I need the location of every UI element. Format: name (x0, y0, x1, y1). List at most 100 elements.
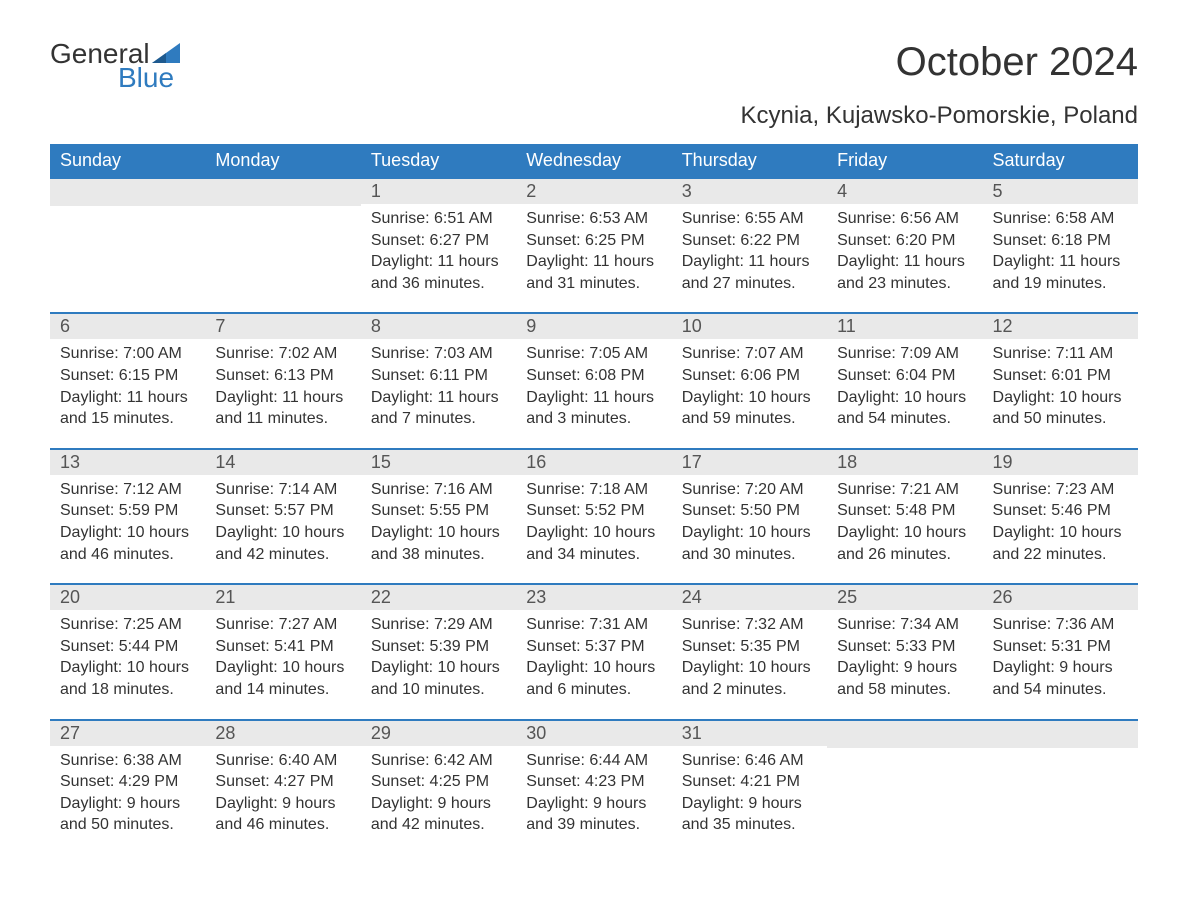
day-sunrise: Sunrise: 6:42 AM (371, 750, 506, 772)
day-daylight1: Daylight: 9 hours (526, 793, 661, 815)
day-number: 22 (361, 585, 516, 610)
day-info: Sunrise: 6:58 AMSunset: 6:18 PMDaylight:… (983, 204, 1138, 294)
day-info: Sunrise: 7:14 AMSunset: 5:57 PMDaylight:… (205, 475, 360, 565)
day-sunrise: Sunrise: 6:56 AM (837, 208, 972, 230)
day-daylight1: Daylight: 10 hours (837, 387, 972, 409)
day-info: Sunrise: 7:21 AMSunset: 5:48 PMDaylight:… (827, 475, 982, 565)
day-info: Sunrise: 7:07 AMSunset: 6:06 PMDaylight:… (672, 339, 827, 429)
day-daylight1: Daylight: 10 hours (215, 657, 350, 679)
day-number: 10 (672, 314, 827, 339)
day-daylight1: Daylight: 10 hours (993, 387, 1128, 409)
day-daylight2: and 3 minutes. (526, 408, 661, 430)
day-sunset: Sunset: 5:57 PM (215, 500, 350, 522)
day-daylight2: and 30 minutes. (682, 544, 817, 566)
calendar-day-cell: 31Sunrise: 6:46 AMSunset: 4:21 PMDayligh… (672, 720, 827, 854)
day-sunrise: Sunrise: 7:23 AM (993, 479, 1128, 501)
calendar-day-cell: 3Sunrise: 6:55 AMSunset: 6:22 PMDaylight… (672, 178, 827, 313)
calendar-day-cell: 2Sunrise: 6:53 AMSunset: 6:25 PMDaylight… (516, 178, 671, 313)
day-sunrise: Sunrise: 7:14 AM (215, 479, 350, 501)
calendar-day-cell: 27Sunrise: 6:38 AMSunset: 4:29 PMDayligh… (50, 720, 205, 854)
day-number: 13 (50, 450, 205, 475)
day-info: Sunrise: 6:44 AMSunset: 4:23 PMDaylight:… (516, 746, 671, 836)
day-number: 30 (516, 721, 671, 746)
day-sunset: Sunset: 6:27 PM (371, 230, 506, 252)
calendar-table: Sunday Monday Tuesday Wednesday Thursday… (50, 144, 1138, 854)
day-info: Sunrise: 7:32 AMSunset: 5:35 PMDaylight:… (672, 610, 827, 700)
weekday-header-row: Sunday Monday Tuesday Wednesday Thursday… (50, 144, 1138, 178)
day-daylight2: and 34 minutes. (526, 544, 661, 566)
location-subtitle: Kcynia, Kujawsko-Pomorskie, Poland (50, 102, 1138, 130)
day-sunset: Sunset: 6:25 PM (526, 230, 661, 252)
day-daylight2: and 14 minutes. (215, 679, 350, 701)
calendar-day-cell: 20Sunrise: 7:25 AMSunset: 5:44 PMDayligh… (50, 584, 205, 719)
day-sunrise: Sunrise: 6:55 AM (682, 208, 817, 230)
day-sunset: Sunset: 5:55 PM (371, 500, 506, 522)
day-sunrise: Sunrise: 6:58 AM (993, 208, 1128, 230)
day-sunset: Sunset: 5:50 PM (682, 500, 817, 522)
day-sunset: Sunset: 5:46 PM (993, 500, 1128, 522)
day-sunset: Sunset: 6:01 PM (993, 365, 1128, 387)
day-daylight2: and 54 minutes. (837, 408, 972, 430)
weekday-header: Tuesday (361, 144, 516, 178)
day-info: Sunrise: 7:05 AMSunset: 6:08 PMDaylight:… (516, 339, 671, 429)
header-row: General Blue October 2024 (50, 40, 1138, 92)
calendar-day-cell (205, 178, 360, 313)
day-sunrise: Sunrise: 7:05 AM (526, 343, 661, 365)
day-info: Sunrise: 7:36 AMSunset: 5:31 PMDaylight:… (983, 610, 1138, 700)
weekday-header: Wednesday (516, 144, 671, 178)
empty-day-bar (50, 179, 205, 206)
day-sunset: Sunset: 4:27 PM (215, 771, 350, 793)
day-daylight2: and 6 minutes. (526, 679, 661, 701)
day-info: Sunrise: 6:51 AMSunset: 6:27 PMDaylight:… (361, 204, 516, 294)
calendar-day-cell: 22Sunrise: 7:29 AMSunset: 5:39 PMDayligh… (361, 584, 516, 719)
day-daylight1: Daylight: 11 hours (837, 251, 972, 273)
calendar-day-cell: 28Sunrise: 6:40 AMSunset: 4:27 PMDayligh… (205, 720, 360, 854)
day-info: Sunrise: 7:11 AMSunset: 6:01 PMDaylight:… (983, 339, 1138, 429)
calendar-day-cell: 26Sunrise: 7:36 AMSunset: 5:31 PMDayligh… (983, 584, 1138, 719)
day-daylight2: and 38 minutes. (371, 544, 506, 566)
day-number: 16 (516, 450, 671, 475)
day-number: 19 (983, 450, 1138, 475)
day-daylight1: Daylight: 10 hours (526, 522, 661, 544)
day-daylight2: and 42 minutes. (215, 544, 350, 566)
day-number: 11 (827, 314, 982, 339)
day-daylight1: Daylight: 9 hours (215, 793, 350, 815)
calendar-day-cell: 21Sunrise: 7:27 AMSunset: 5:41 PMDayligh… (205, 584, 360, 719)
calendar-day-cell: 10Sunrise: 7:07 AMSunset: 6:06 PMDayligh… (672, 313, 827, 448)
calendar-week-row: 27Sunrise: 6:38 AMSunset: 4:29 PMDayligh… (50, 720, 1138, 854)
day-number: 17 (672, 450, 827, 475)
day-daylight2: and 39 minutes. (526, 814, 661, 836)
calendar-day-cell (983, 720, 1138, 854)
calendar-day-cell: 12Sunrise: 7:11 AMSunset: 6:01 PMDayligh… (983, 313, 1138, 448)
day-info: Sunrise: 7:09 AMSunset: 6:04 PMDaylight:… (827, 339, 982, 429)
day-info: Sunrise: 7:03 AMSunset: 6:11 PMDaylight:… (361, 339, 516, 429)
day-number: 12 (983, 314, 1138, 339)
day-sunrise: Sunrise: 7:02 AM (215, 343, 350, 365)
day-sunrise: Sunrise: 7:18 AM (526, 479, 661, 501)
day-daylight2: and 50 minutes. (60, 814, 195, 836)
day-daylight2: and 26 minutes. (837, 544, 972, 566)
day-info: Sunrise: 7:20 AMSunset: 5:50 PMDaylight:… (672, 475, 827, 565)
day-daylight1: Daylight: 10 hours (682, 657, 817, 679)
day-info: Sunrise: 7:31 AMSunset: 5:37 PMDaylight:… (516, 610, 671, 700)
day-number: 31 (672, 721, 827, 746)
day-sunset: Sunset: 4:29 PM (60, 771, 195, 793)
empty-day-bar (827, 721, 982, 748)
day-number: 25 (827, 585, 982, 610)
day-sunset: Sunset: 6:13 PM (215, 365, 350, 387)
day-daylight2: and 27 minutes. (682, 273, 817, 295)
weekday-header: Sunday (50, 144, 205, 178)
day-info: Sunrise: 7:18 AMSunset: 5:52 PMDaylight:… (516, 475, 671, 565)
day-sunrise: Sunrise: 7:36 AM (993, 614, 1128, 636)
day-number: 29 (361, 721, 516, 746)
calendar-day-cell: 13Sunrise: 7:12 AMSunset: 5:59 PMDayligh… (50, 449, 205, 584)
day-daylight2: and 7 minutes. (371, 408, 506, 430)
calendar-day-cell: 7Sunrise: 7:02 AMSunset: 6:13 PMDaylight… (205, 313, 360, 448)
day-info: Sunrise: 6:56 AMSunset: 6:20 PMDaylight:… (827, 204, 982, 294)
day-number: 5 (983, 179, 1138, 204)
day-sunrise: Sunrise: 7:32 AM (682, 614, 817, 636)
day-sunset: Sunset: 5:52 PM (526, 500, 661, 522)
day-daylight1: Daylight: 11 hours (526, 251, 661, 273)
day-sunrise: Sunrise: 7:34 AM (837, 614, 972, 636)
calendar-day-cell: 25Sunrise: 7:34 AMSunset: 5:33 PMDayligh… (827, 584, 982, 719)
